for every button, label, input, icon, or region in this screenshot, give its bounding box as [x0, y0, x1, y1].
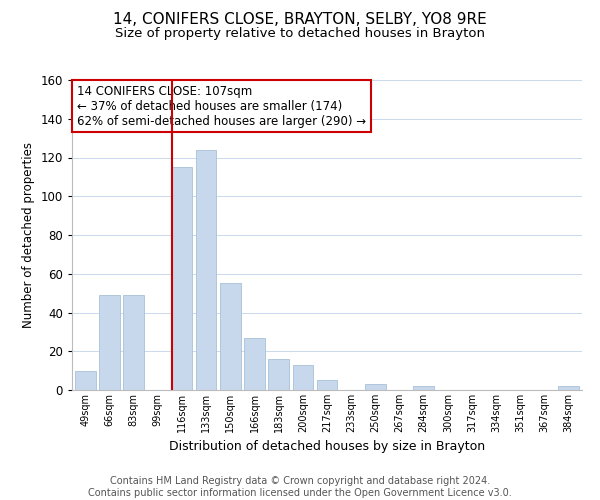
- Y-axis label: Number of detached properties: Number of detached properties: [22, 142, 35, 328]
- Bar: [75, 370, 95, 390]
- Bar: [293, 365, 313, 390]
- Bar: [124, 295, 144, 390]
- Text: 14, CONIFERS CLOSE, BRAYTON, SELBY, YO8 9RE: 14, CONIFERS CLOSE, BRAYTON, SELBY, YO8 …: [113, 12, 487, 28]
- Bar: [99, 295, 120, 390]
- Bar: [317, 380, 337, 390]
- Text: 14 CONIFERS CLOSE: 107sqm
← 37% of detached houses are smaller (174)
62% of semi: 14 CONIFERS CLOSE: 107sqm ← 37% of detac…: [77, 84, 366, 128]
- Text: Size of property relative to detached houses in Brayton: Size of property relative to detached ho…: [115, 28, 485, 40]
- Bar: [268, 359, 289, 390]
- Bar: [196, 150, 217, 390]
- Bar: [244, 338, 265, 390]
- Text: Contains HM Land Registry data © Crown copyright and database right 2024.
Contai: Contains HM Land Registry data © Crown c…: [88, 476, 512, 498]
- Bar: [559, 386, 579, 390]
- Bar: [413, 386, 434, 390]
- Bar: [365, 384, 386, 390]
- Bar: [172, 167, 192, 390]
- X-axis label: Distribution of detached houses by size in Brayton: Distribution of detached houses by size …: [169, 440, 485, 454]
- Bar: [220, 284, 241, 390]
